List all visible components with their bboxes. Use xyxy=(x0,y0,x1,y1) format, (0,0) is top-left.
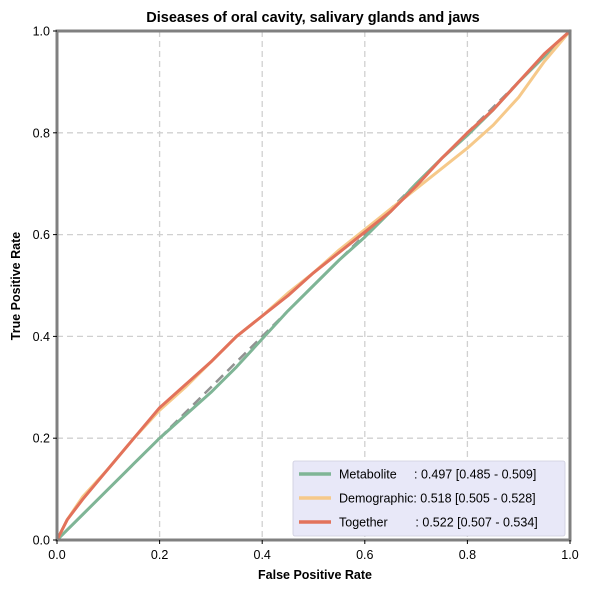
x-tick-label: 0.8 xyxy=(459,548,476,562)
series-layer xyxy=(55,29,572,542)
x-tick-label: 0.4 xyxy=(254,548,271,562)
legend-label-together: Together : 0.522 [0.507 - 0.534] xyxy=(339,516,538,530)
x-tick-label: 1.0 xyxy=(561,548,578,562)
chart-title: Diseases of oral cavity, salivary glands… xyxy=(146,10,479,26)
legend-label-demographic: Demographic: 0.518 [0.505 - 0.528] xyxy=(339,492,536,506)
x-tick-label: 0.0 xyxy=(48,548,65,562)
y-tick-label: 0.6 xyxy=(33,228,50,242)
grid-lines xyxy=(57,31,570,540)
series-line-together xyxy=(55,29,572,542)
y-axis-label: True Positive Rate xyxy=(9,232,23,340)
plot-frame xyxy=(55,29,572,542)
y-tick-label: 0.8 xyxy=(33,126,50,140)
legend: Metabolite : 0.497 [0.485 - 0.509] Demogr… xyxy=(292,460,566,537)
x-axis-label: False Positive Rate xyxy=(258,568,372,582)
x-tick-label: 0.6 xyxy=(356,548,373,562)
y-tick-label: 1.0 xyxy=(33,25,50,39)
y-tick-label: 0.4 xyxy=(33,330,50,344)
y-tick-label: 0.2 xyxy=(33,432,50,446)
tick-layer: 0.0 0.2 0.4 0.6 0.8 1.0 0.0 0.2 0.4 0.6 0.8 1.0 xyxy=(33,25,579,563)
y-tick-label: 0.0 xyxy=(33,534,50,548)
x-tick-label: 0.2 xyxy=(151,548,168,562)
legend-box xyxy=(292,460,566,537)
legend-label-metabolite: Metabolite : 0.497 [0.485 - 0.509] xyxy=(339,468,536,482)
